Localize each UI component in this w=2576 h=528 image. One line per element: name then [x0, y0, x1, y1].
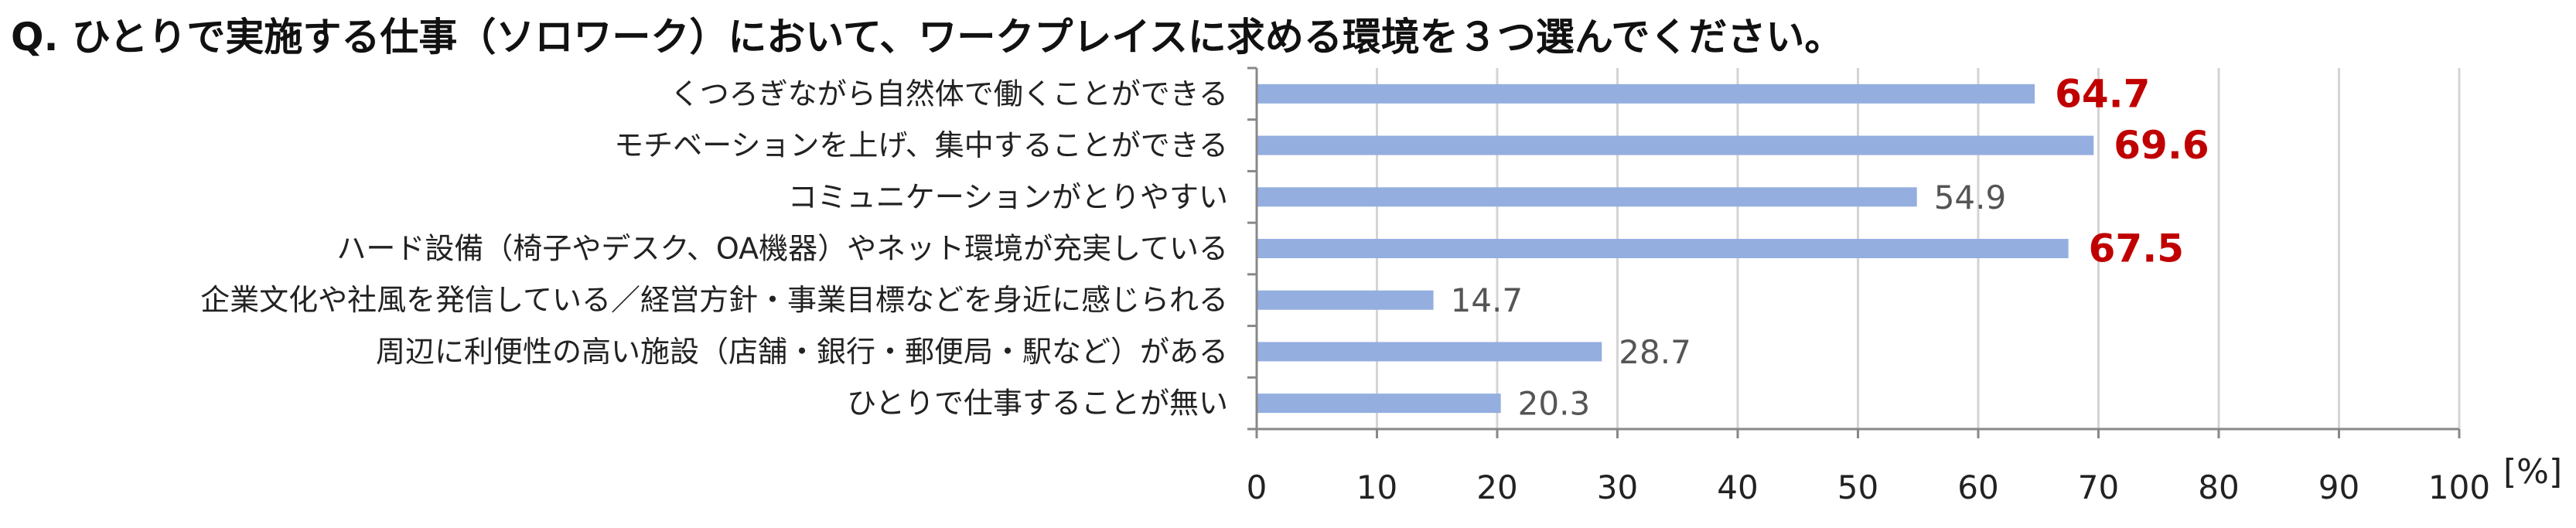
category-label: モチベーションを上げ、集中することができる: [614, 128, 1228, 162]
x-tick-label: 50: [1837, 468, 1878, 506]
bar: [1257, 239, 2069, 258]
x-tick-label: 100: [2428, 468, 2490, 506]
x-tick-label: 30: [1597, 468, 1638, 506]
category-labels: くつろぎながら自然体で働くことができるモチベーションを上げ、集中することができる…: [200, 77, 1228, 420]
category-label: 企業文化や社風を発信している／経営方針・事業目標などを身近に感じられる: [200, 283, 1228, 317]
x-tick-label: 40: [1717, 468, 1758, 506]
value-label: 20.3: [1518, 385, 1591, 423]
bar: [1257, 135, 2094, 155]
bars: [1257, 83, 2094, 414]
bar: [1257, 290, 1434, 310]
bar: [1257, 187, 1917, 207]
value-label: 28.7: [1619, 333, 1691, 371]
category-label: コミュニケーションがとりやすい: [788, 180, 1228, 214]
category-label: ひとりで仕事することが無い: [847, 387, 1228, 421]
value-labels: 64.7 69.6 54.9 67.5 14.7 28.7 20.3: [1451, 71, 2209, 422]
x-tick-label: 60: [1957, 468, 1998, 506]
x-tick-label: 10: [1356, 468, 1397, 506]
unit-label: [%]: [2503, 452, 2562, 492]
value-label: 64.7: [2055, 71, 2150, 116]
x-tick-labels: 0 10 20 30 40 50 60 70 80 90 100: [1247, 468, 2490, 506]
bar: [1257, 342, 1602, 362]
x-tick-label: 90: [2318, 468, 2359, 506]
x-tick-label: 80: [2198, 468, 2239, 506]
x-tick-label: 20: [1476, 468, 1517, 506]
value-label: 54.9: [1934, 179, 2007, 216]
value-label: 69.6: [2114, 123, 2209, 168]
x-tick-label: 70: [2078, 468, 2119, 506]
category-label: くつろぎながら自然体で働くことができる: [670, 77, 1228, 111]
category-label: ハード設備（椅子やデスク、OA機器）やネット環境が充実している: [336, 232, 1228, 266]
bar: [1257, 393, 1501, 414]
axes: [1247, 66, 2461, 438]
chart-title: Q. ひとりで実施する仕事（ソロワーク）において、ワークプレイスに求める環境を３…: [11, 15, 1844, 60]
x-tick-label: 0: [1247, 468, 1268, 506]
category-label: 周辺に利便性の高い施設（店舗・銀行・郵便局・駅など）がある: [376, 335, 1228, 369]
value-label: 14.7: [1451, 281, 1523, 319]
bar: [1257, 83, 2035, 104]
value-label: 67.5: [2089, 227, 2184, 271]
